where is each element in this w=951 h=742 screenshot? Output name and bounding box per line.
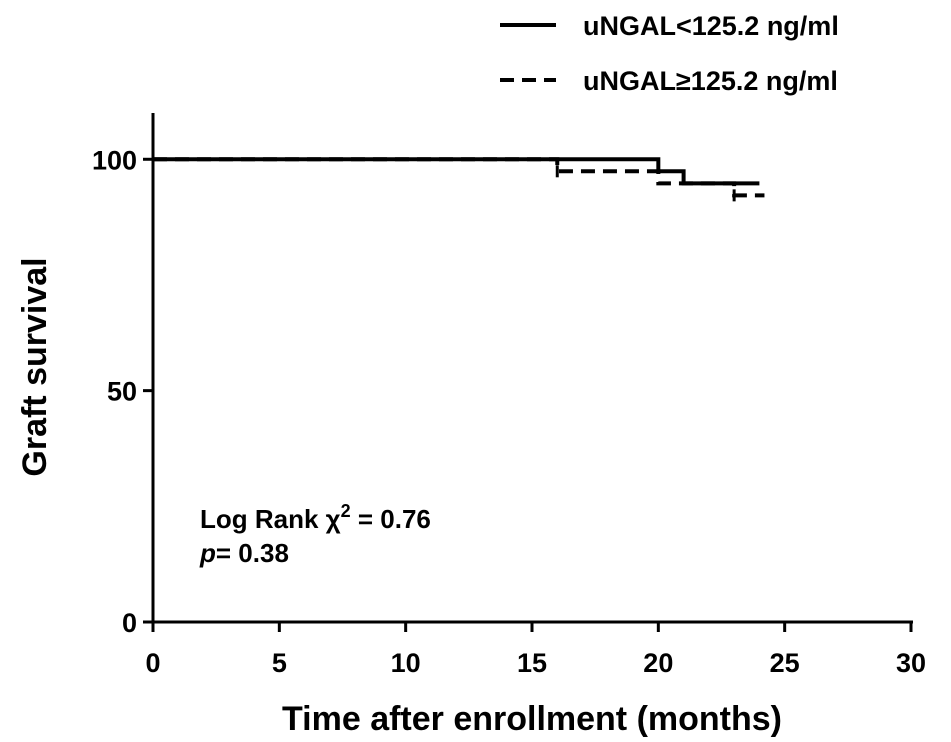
chi-square-superscript: 2 <box>341 501 351 521</box>
series-line-high-ungal <box>153 157 765 198</box>
legend-label-high-ungal: uNGAL≥125.2 ng/ml <box>583 66 838 96</box>
x-tick-label: 0 <box>145 648 160 678</box>
p-value: = 0.38 <box>216 538 289 568</box>
legend-label-low-ungal: uNGAL<125.2 ng/ml <box>583 11 839 41</box>
y-tick-label: 0 <box>122 608 137 638</box>
p-label: p <box>199 538 216 568</box>
series-layer <box>153 157 765 202</box>
log-rank-text: Log Rank χ2 = 0.76 <box>200 501 431 534</box>
log-rank-label: Log Rank χ <box>200 504 341 534</box>
p-value-text: p= 0.38 <box>199 538 289 568</box>
x-tick-label: 15 <box>517 648 547 678</box>
legend: uNGAL<125.2 ng/ml uNGAL≥125.2 ng/ml <box>500 11 839 96</box>
ticks: 0 5 10 15 20 25 30 0 50 100 <box>92 145 926 678</box>
x-tick-label: 30 <box>896 648 926 678</box>
y-tick-label: 50 <box>107 377 137 407</box>
log-rank-value: = 0.76 <box>351 504 431 534</box>
x-tick-label: 5 <box>272 648 287 678</box>
y-tick-label: 100 <box>92 145 137 175</box>
x-tick-label: 20 <box>643 648 673 678</box>
x-axis-title: Time after enrollment (months) <box>282 700 782 738</box>
x-tick-label: 25 <box>770 648 800 678</box>
stats-annotation: Log Rank χ2 = 0.76 p= 0.38 <box>199 501 431 568</box>
x-tick-label: 10 <box>391 648 421 678</box>
y-axis-title: Graft survival <box>16 257 54 476</box>
series-line-low-ungal <box>153 157 760 186</box>
